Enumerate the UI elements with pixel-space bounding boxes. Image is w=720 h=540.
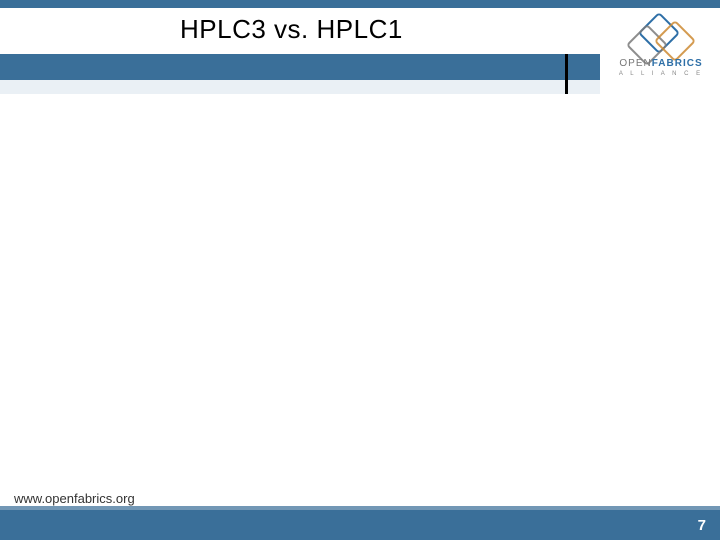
logo: OPENFABRICS A L L I A N C E [600,8,720,94]
footer-url: www.openfabrics.org [14,491,135,506]
page-number: 7 [698,517,706,534]
header-top-bar [0,0,720,8]
slide-title: HPLC3 vs. HPLC1 [180,14,403,45]
content-area [0,94,720,494]
logo-alliance: A L L I A N C E [606,71,716,78]
logo-text: OPENFABRICS A L L I A N C E [606,58,716,78]
slide: HPLC3 vs. HPLC1 OPENFABRICS A L L I A N … [0,0,720,540]
logo-brand-open: OPEN [619,58,651,69]
logo-brand-fabrics: FABRICS [652,58,703,69]
logo-hex-icon [614,16,704,56]
footer-bar: 7 [0,510,720,540]
